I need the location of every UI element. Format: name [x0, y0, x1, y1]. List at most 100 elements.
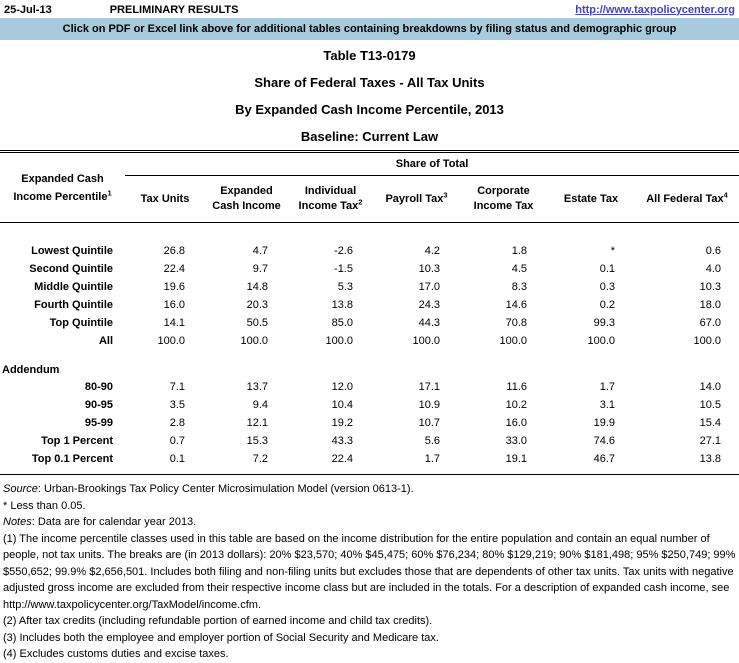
- table-row-90-95: 90-95 3.5 9.4 10.4 10.9 10.2 3.1 10.5: [0, 396, 739, 414]
- column-header-all-federal-tax: All Federal Tax4: [635, 175, 739, 223]
- table-cell: 0.1: [169, 453, 185, 465]
- table-cell: 14.6: [505, 299, 527, 311]
- footnote-1: (1) The income percentile classes used i…: [3, 532, 736, 611]
- table-cell: 20.3: [246, 299, 268, 311]
- footnote-2: (2) After tax credits (including refunda…: [3, 615, 433, 627]
- table-cell: 19.6: [163, 281, 185, 293]
- table-cell: 4.0: [705, 263, 722, 275]
- table-cell: 4.5: [511, 263, 527, 275]
- column-header-payroll-tax: Payroll Tax3: [373, 175, 460, 223]
- table-cell: 12.0: [331, 381, 353, 393]
- table-cell: -2.6: [334, 245, 353, 257]
- table-cell: 67.0: [699, 317, 722, 329]
- row-label: All: [98, 335, 113, 347]
- addendum-label: Addendum: [2, 364, 60, 376]
- table-cell: 22.4: [331, 453, 353, 465]
- table-cell: 10.9: [418, 399, 440, 411]
- table-cell: 16.0: [505, 417, 527, 429]
- row-label: 80-90: [84, 381, 113, 393]
- table-cell: 46.7: [593, 453, 615, 465]
- spacer-row: [0, 350, 739, 362]
- column-header-tax-units: Tax Units: [125, 175, 205, 223]
- table-cell: 2.8: [169, 417, 185, 429]
- table-subtitle: By Expanded Cash Income Percentile, 2013: [235, 102, 504, 117]
- table-cell: 8.3: [511, 281, 527, 293]
- table-cell: 100.0: [499, 335, 527, 347]
- table-main-title: Share of Federal Taxes - All Tax Units: [254, 75, 485, 90]
- preliminary-results-label: PRELIMINARY RESULTS: [109, 3, 239, 16]
- table-cell: 22.4: [163, 263, 185, 275]
- table-row-second-quintile: Second Quintile 22.4 9.7 -1.5 10.3 4.5 0.1 4.0: [0, 260, 739, 278]
- notes-intro: Notes: Data are for calendar year 2013.: [3, 514, 736, 531]
- taxpolicycenter-link[interactable]: http://www.taxpolicycenter.org: [575, 3, 735, 16]
- table-cell: 7.1: [169, 381, 185, 393]
- notes-label: Notes: [3, 516, 32, 528]
- table-row-top-quintile: Top Quintile 14.1 50.5 85.0 44.3 70.8 99.3 67.0: [0, 314, 739, 332]
- column-header-row: Tax Units Expanded Cash Income Individual …: [0, 175, 739, 223]
- table-row-top-1-percent: Top 1 Percent 0.7 15.3 43.3 5.6 33.0 74.6 27.1: [0, 432, 739, 450]
- row-label: Middle Quintile: [34, 281, 113, 293]
- table-cell: 0.1: [599, 263, 615, 275]
- table-cell: 11.6: [506, 381, 527, 393]
- table-cell: 5.6: [424, 435, 440, 447]
- column-header-estate-tax: Estate Tax: [547, 175, 635, 223]
- table-cell: 3.1: [599, 399, 615, 411]
- topbar: 25-Jul-13 PRELIMINARY RESULTS http://www…: [0, 0, 739, 18]
- table-cell: *: [610, 245, 615, 257]
- group-header-row: Expanded Cash Income Percentile1 Share o…: [0, 151, 739, 223]
- asterisk-note: * Less than 0.05.: [3, 499, 86, 512]
- row-label: Top Quintile: [49, 317, 113, 329]
- row-header-expanded-cash-income-percentile: Expanded Cash Income Percentile1: [0, 151, 125, 223]
- table-cell: 1.8: [511, 245, 527, 257]
- table-cell: 14.8: [246, 281, 268, 293]
- table-cell: 19.9: [593, 417, 615, 429]
- table-cell: 27.1: [699, 435, 722, 447]
- table-cell: 24.3: [418, 299, 440, 311]
- table-cell: 9.7: [252, 263, 268, 275]
- table-cell: 100.0: [693, 335, 722, 347]
- table-cell: 10.2: [505, 399, 527, 411]
- source-text: : Urban-Brookings Tax Policy Center Micr…: [37, 483, 414, 495]
- table-cell: 13.7: [246, 381, 268, 393]
- table-cell: 100.0: [412, 335, 440, 347]
- table-cell: 0.7: [169, 435, 185, 447]
- table-cell: 16.0: [163, 299, 185, 311]
- table-cell: 10.4: [331, 399, 353, 411]
- table-cell: 15.3: [246, 435, 268, 447]
- footnote-3: (3) Includes both the employee and emplo…: [3, 631, 439, 644]
- table-cell: 43.3: [331, 435, 353, 447]
- spacer-cell: [0, 350, 739, 362]
- table-cell: 1.7: [424, 453, 440, 465]
- share-of-federal-taxes-table: Expanded Cash Income Percentile1 Share o…: [0, 150, 739, 475]
- column-header-corporate-income-tax: Corporate Income Tax: [460, 175, 547, 223]
- table-row-lowest-quintile: Lowest Quintile 26.8 4.7 -2.6 4.2 1.8 * 0.6: [0, 242, 739, 260]
- date-label: 25-Jul-13: [4, 3, 52, 16]
- table-cell: 10.7: [418, 417, 440, 429]
- table-cell: 100.0: [157, 335, 185, 347]
- table-cell: 9.4: [252, 399, 268, 411]
- spacer-cell: [0, 468, 739, 475]
- spacer-cell: [0, 223, 739, 243]
- addendum-header-row: Addendum: [0, 362, 739, 378]
- info-banner: Click on PDF or Excel link above for add…: [0, 18, 739, 40]
- source-note: Source: Urban-Brookings Tax Policy Cente…: [3, 481, 736, 498]
- table-row-95-99: 95-99 2.8 12.1 19.2 10.7 16.0 19.9 15.4: [0, 414, 739, 432]
- table-cell: 15.4: [699, 417, 722, 429]
- table-cell: 0.3: [599, 281, 615, 293]
- spacer-row: [0, 223, 739, 243]
- titles: Table T13-0179 Share of Federal Taxes - …: [0, 40, 739, 150]
- column-header-individual-income-tax: Individual Income Tax2: [288, 175, 373, 223]
- table-cell: 100.0: [587, 335, 615, 347]
- table-cell: 14.0: [699, 381, 722, 393]
- table-cell: 100.0: [240, 335, 268, 347]
- row-label: Second Quintile: [29, 263, 113, 275]
- table-cell: 26.8: [163, 245, 185, 257]
- table-cell: 13.8: [331, 299, 353, 311]
- table-cell: 1.7: [599, 381, 615, 393]
- table-cell: 70.8: [505, 317, 527, 329]
- spacer-row: [0, 468, 739, 475]
- table-cell: 17.1: [418, 381, 440, 393]
- notes-text: : Data are for calendar year 2013.: [31, 516, 197, 528]
- table-row-80-90: 80-90 7.1 13.7 12.0 17.1 11.6 1.7 14.0: [0, 378, 739, 396]
- table-cell: 74.6: [593, 435, 615, 447]
